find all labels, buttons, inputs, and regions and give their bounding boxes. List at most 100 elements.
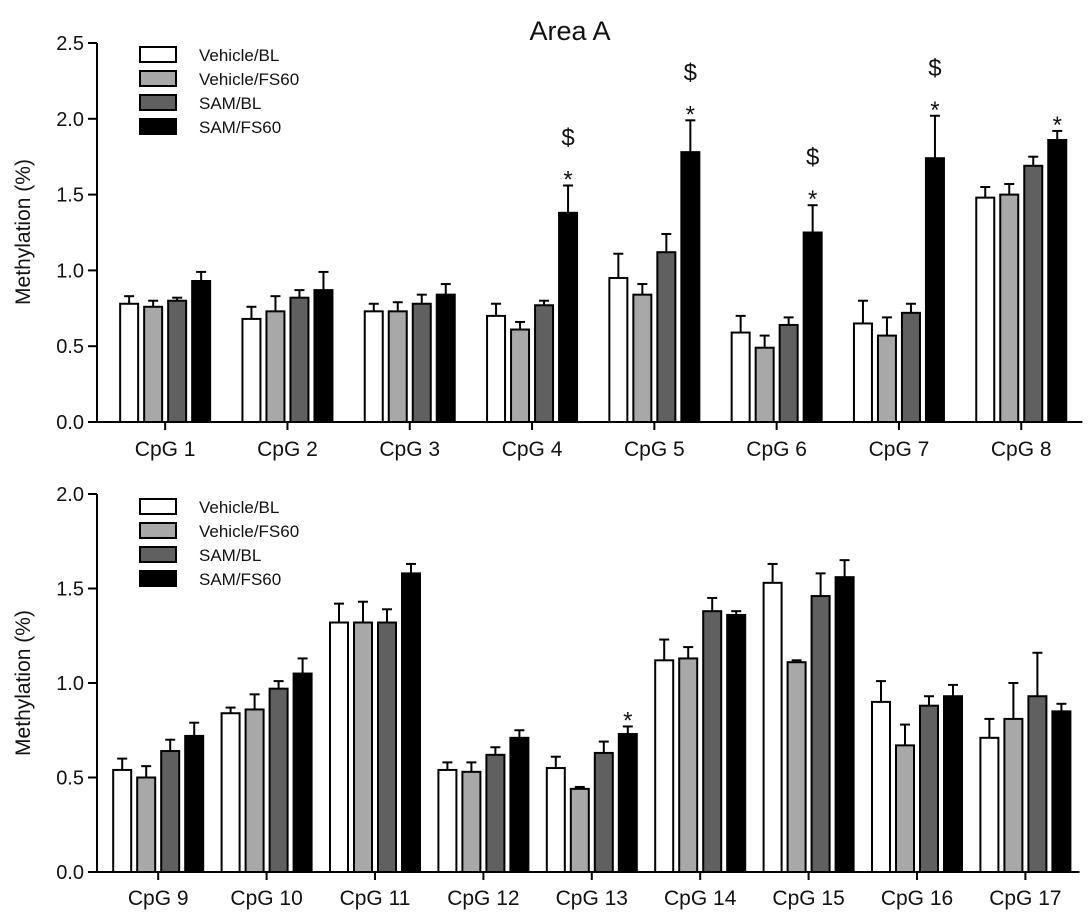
bar	[485, 753, 506, 874]
bar	[313, 289, 334, 423]
y-tick-label: 0.5	[56, 336, 84, 358]
bar	[802, 231, 823, 423]
significance-dollar: $	[928, 55, 941, 82]
category-label: CpG 7	[869, 438, 930, 461]
legend-label: Vehicle/FS60	[199, 522, 299, 541]
bar	[241, 317, 262, 423]
significance-dollar: $	[561, 125, 574, 152]
bar	[220, 712, 241, 873]
category-label: CpG 1	[135, 438, 196, 461]
bar	[975, 196, 996, 423]
legend-swatch	[139, 570, 177, 587]
legend-swatch	[139, 70, 177, 87]
y-tick-label: 2.0	[56, 109, 84, 131]
legend-label: SAM/FS60	[199, 570, 281, 589]
bar	[678, 657, 699, 873]
bar	[289, 296, 310, 423]
legend-label: Vehicle/BL	[199, 498, 279, 517]
y-tick-label: 1.5	[56, 579, 84, 601]
significance-dollar: $	[684, 59, 697, 86]
category-label: CpG 11	[340, 887, 411, 910]
bar	[810, 595, 831, 873]
bar	[919, 704, 939, 873]
bar	[377, 621, 397, 874]
category-label: CpG 15	[772, 887, 844, 910]
bar	[852, 322, 873, 423]
y-axis-title: Methylation (%)	[12, 610, 35, 756]
bar	[943, 695, 963, 873]
bar	[1003, 717, 1024, 873]
significance-dollar: $	[806, 144, 819, 171]
legend-swatch	[139, 522, 177, 539]
bar	[136, 776, 157, 873]
bar	[617, 733, 638, 874]
significance-asterisk: *	[686, 101, 695, 128]
bar	[119, 302, 140, 424]
legend-swatch	[139, 498, 177, 515]
y-tick-label: 0.0	[56, 412, 84, 434]
significance-asterisk: *	[808, 186, 817, 213]
legend-swatch	[139, 46, 177, 63]
bar	[834, 576, 855, 873]
y-tick-label: 2.0	[56, 484, 84, 506]
chart-panel-2: 0.0 0.5 1.0 1.5 2.0 Methylation (%) CpG 9 CpG 1…	[12, 484, 1080, 910]
bar	[762, 581, 783, 874]
y-tick-label: 2.5	[56, 33, 84, 55]
bar	[437, 768, 458, 873]
bar	[167, 299, 188, 423]
bar	[112, 768, 133, 873]
category-label: CpG 4	[502, 438, 563, 461]
category-label: CpG 10	[230, 887, 302, 910]
bar	[656, 251, 677, 423]
y-tick-label: 1.5	[56, 185, 84, 207]
chart-title: Area A	[529, 16, 610, 46]
category-label: CpG 14	[664, 887, 737, 910]
legend-swatch	[139, 94, 177, 111]
bar	[353, 621, 373, 874]
category-label: CpG 17	[989, 887, 1061, 910]
category-label: CpG 8	[991, 438, 1052, 461]
bar	[680, 151, 701, 423]
bar	[510, 328, 531, 423]
category-label: CpG 13	[556, 887, 628, 910]
bar	[486, 314, 507, 424]
bar	[999, 193, 1020, 423]
significance-asterisk: *	[623, 707, 632, 734]
bar	[534, 304, 555, 424]
category-label: CpG 5	[624, 438, 685, 461]
bar	[895, 744, 915, 873]
legend-label: Vehicle/BL	[199, 46, 279, 65]
bar	[160, 750, 181, 873]
bar	[778, 323, 799, 424]
chart-panel-1: Area A 0.0 0.5 1.0 1.5 2.0 2.5 Methylation (%) C…	[12, 16, 1083, 461]
bar	[363, 310, 384, 423]
bar	[265, 310, 286, 423]
bar	[244, 708, 265, 874]
bar	[1027, 695, 1048, 873]
bar	[608, 276, 629, 424]
legend-label: SAM/FS60	[199, 118, 281, 137]
bar	[730, 331, 751, 423]
category-label: CpG 9	[128, 887, 189, 910]
significance-asterisk: *	[563, 167, 572, 194]
y-tick-label: 0.5	[56, 768, 84, 790]
bar	[1023, 164, 1044, 424]
bar	[786, 661, 807, 874]
significance-asterisk: *	[1053, 112, 1062, 139]
legend-label: SAM/BL	[199, 546, 261, 565]
bar	[545, 767, 566, 873]
legend-swatch	[139, 118, 177, 135]
bar	[593, 751, 614, 873]
category-label: CpG 16	[881, 887, 953, 910]
bar	[292, 672, 313, 873]
bar	[184, 734, 205, 873]
bar	[191, 280, 212, 423]
bar	[461, 770, 482, 874]
legend-swatch	[139, 546, 177, 563]
category-label: CpG 3	[379, 438, 440, 461]
y-tick-label: 1.0	[56, 673, 84, 695]
bar	[702, 610, 723, 873]
bar	[1051, 710, 1072, 873]
bar	[900, 311, 921, 423]
